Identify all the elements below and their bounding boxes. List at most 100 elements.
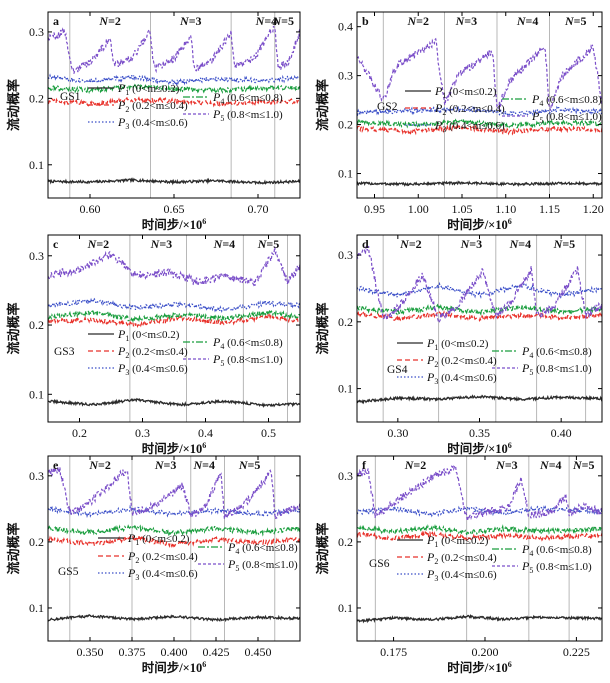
legend-entry-p5: P5 (0.8<m≤1.0) bbox=[212, 352, 283, 368]
segment-label: N=3 bbox=[154, 458, 177, 472]
panel-letter: e bbox=[53, 458, 59, 472]
y-axis-label: 流动概率 bbox=[315, 79, 330, 131]
segment-label: N=2 bbox=[406, 14, 429, 28]
y-tick-label: 0.3 bbox=[338, 469, 353, 483]
legend-entry-p3: P3 (0.4<m≤0.6) bbox=[117, 361, 188, 377]
series-line-p4 bbox=[48, 524, 300, 537]
x-tick-label: 0.450 bbox=[245, 645, 272, 659]
y-axis-label: 流动概率 bbox=[6, 302, 21, 354]
y-tick-label: 0.2 bbox=[338, 535, 353, 549]
plot-frame bbox=[356, 11, 603, 199]
y-tick-label: 0.4 bbox=[338, 20, 353, 34]
plot-frame bbox=[356, 455, 603, 642]
sample-label: GS6 bbox=[369, 558, 390, 570]
series-line-p2 bbox=[48, 312, 300, 328]
legend-entry-p4: P4 (0.6<m≤0.8) bbox=[227, 540, 298, 556]
segment-label: N=4 bbox=[192, 458, 215, 472]
legend-entry-p5: P5 (0.8<m≤1.0) bbox=[227, 557, 298, 573]
y-tick-label: 0.1 bbox=[29, 601, 44, 615]
segment-label: N=3 bbox=[495, 458, 518, 472]
y-tick-label: 0.2 bbox=[29, 318, 44, 332]
y-tick-label: 0.2 bbox=[29, 535, 44, 549]
x-tick-label: 0.70 bbox=[248, 202, 269, 216]
series-line-p1 bbox=[357, 394, 602, 405]
y-tick-label: 0.1 bbox=[29, 387, 44, 401]
x-tick-label: 0.375 bbox=[119, 645, 146, 659]
legend-entry-p2: P2 (0.2<m≤0.4) bbox=[127, 549, 198, 565]
legend-entry-p2: P2 (0.2<m≤0.4) bbox=[117, 98, 188, 114]
legend: GS6 P1 (0<m≤0.2)P2 (0.2<m≤0.4)P3 (0.4<m≤0… bbox=[369, 533, 592, 583]
segment-label: N=3 bbox=[179, 14, 202, 28]
x-tick-label: 1.10 bbox=[495, 202, 516, 216]
x-tick-label: 0.95 bbox=[364, 202, 385, 216]
segment-label: N=2 bbox=[88, 458, 111, 472]
x-tick-label: 0.3 bbox=[135, 426, 150, 440]
series-line-p5 bbox=[357, 37, 602, 111]
series-line-p3 bbox=[48, 297, 300, 314]
series-line-p2 bbox=[357, 530, 602, 542]
segment-label: N=2 bbox=[98, 14, 121, 28]
y-tick-label: 0.3 bbox=[29, 469, 44, 483]
panel-f: 0.175 0.200 0.225 0.1 0.2 0.3 f N=2 N=3 N=4 N=5 GS6… bbox=[315, 455, 603, 675]
panel-letter: f bbox=[362, 458, 367, 472]
series-line-p5 bbox=[48, 246, 300, 288]
legend-entry-p1: P1 (0<m≤0.2) bbox=[117, 327, 180, 343]
legend-entry-p3: P3 (0.4<m≤0.6) bbox=[117, 115, 188, 131]
series-group bbox=[357, 37, 602, 187]
series-line-p1 bbox=[48, 613, 300, 623]
x-tick-label: 0.200 bbox=[471, 645, 498, 659]
y-tick-label: 0.3 bbox=[29, 249, 44, 263]
series-line-p3 bbox=[357, 105, 602, 117]
series-line-p1 bbox=[357, 180, 602, 187]
x-axis-label: 时间步/×106 bbox=[142, 660, 207, 675]
y-axis-label: 流动概率 bbox=[6, 79, 21, 131]
x-tick-label: 1.15 bbox=[539, 202, 560, 216]
sample-label: GS3 bbox=[54, 346, 75, 358]
series-line-p4 bbox=[357, 118, 602, 129]
legend-entry-p2: P2 (0.2<m≤0.4) bbox=[434, 101, 505, 117]
x-tick-label: 0.60 bbox=[80, 202, 101, 216]
legend-entry-p5: P5 (0.8<m≤1.0) bbox=[212, 107, 283, 123]
x-axis-label: 时间步/×106 bbox=[447, 441, 512, 456]
series-line-p2 bbox=[357, 124, 602, 136]
legend: GS3 P1 (0<m≤0.2)P2 (0.2<m≤0.4)P3 (0.4<m≤0… bbox=[54, 327, 283, 377]
panel-letter: a bbox=[53, 14, 59, 28]
sample-label: GS1 bbox=[60, 91, 81, 103]
series-line-p1 bbox=[357, 613, 602, 624]
panel-a: 0.60 0.65 0.70 0.1 0.2 0.3 a N=2 N=3 N=4N=5 GS1 P1 … bbox=[6, 11, 301, 232]
x-tick-label: 0.65 bbox=[164, 202, 185, 216]
legend-entry-p1: P1 (0<m≤0.2) bbox=[117, 81, 180, 97]
series-line-p5 bbox=[357, 464, 602, 521]
y-tick-label: 0.3 bbox=[29, 25, 44, 39]
series-line-p2 bbox=[48, 535, 300, 548]
legend-entry-p5: P5 (0.8<m≤1.0) bbox=[521, 559, 592, 575]
x-axis-label: 时间步/×106 bbox=[142, 217, 207, 232]
series-group bbox=[48, 25, 300, 186]
x-tick-label: 0.5 bbox=[261, 426, 276, 440]
y-tick-label: 0.1 bbox=[338, 382, 353, 396]
segment-label: N=3 bbox=[460, 237, 483, 251]
x-tick-label: 1.20 bbox=[583, 202, 604, 216]
segment-label: N=5 bbox=[553, 237, 576, 251]
legend-entry-p3: P3 (0.4<m≤0.6) bbox=[434, 118, 505, 134]
legend-entry-p2: P2 (0.2<m≤0.4) bbox=[117, 344, 188, 360]
series-group bbox=[48, 246, 300, 409]
series-line-p5 bbox=[357, 245, 602, 323]
segment-label: N=3 bbox=[150, 237, 173, 251]
legend-entry-p1: P1 (0<m≤0.2) bbox=[426, 533, 489, 549]
series-line-p4 bbox=[48, 309, 300, 323]
sample-label: GS4 bbox=[387, 364, 408, 376]
series-group bbox=[48, 466, 300, 623]
series-line-p3 bbox=[357, 505, 602, 518]
legend-entry-p1: P1 (0<m≤0.2) bbox=[127, 531, 190, 547]
segment-label: N=4 bbox=[539, 458, 562, 472]
y-axis-label: 流动概率 bbox=[6, 522, 21, 574]
plot-frame bbox=[47, 234, 301, 423]
legend-entry-p3: P3 (0.4<m≤0.6) bbox=[426, 370, 497, 386]
segment-label: N=5 bbox=[572, 458, 595, 472]
panel-d: 0.30 0.35 0.40 0.1 0.2 0.3 d N=2 N=3 N=4 N=5 GS4 P1 … bbox=[315, 234, 603, 456]
legend-entry-p5: P5 (0.8<m≤1.0) bbox=[531, 109, 602, 125]
x-tick-label: 0.175 bbox=[380, 645, 407, 659]
legend: GS2 P1 (0<m≤0.2)P2 (0.2<m≤0.4)P3 (0.4<m≤0… bbox=[377, 84, 602, 134]
series-line-p5 bbox=[48, 25, 300, 74]
